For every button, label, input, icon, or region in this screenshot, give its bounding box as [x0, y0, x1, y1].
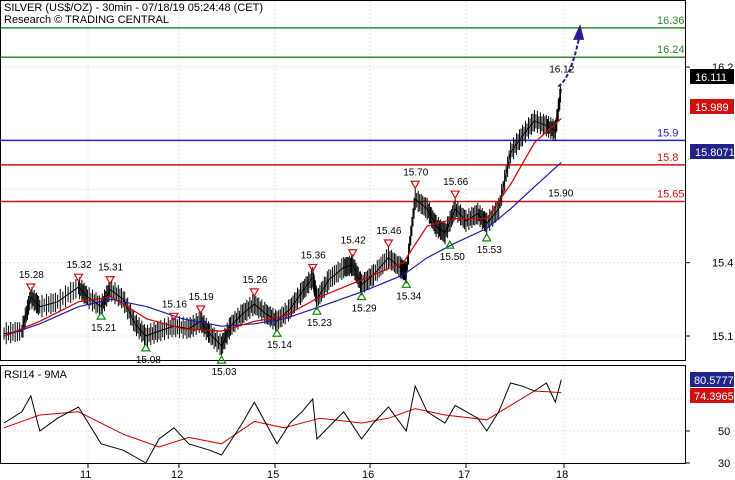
high-label: 15.28 — [19, 270, 44, 281]
y-tick-label: 15.4 — [712, 258, 733, 270]
low-marker — [271, 328, 283, 337]
rsi-badge — [690, 388, 734, 403]
x-tick-label: 18 — [556, 469, 568, 480]
high-marker — [450, 190, 461, 200]
grid — [1, 1, 685, 463]
low-marker — [401, 279, 412, 288]
low-label: 15.90 — [548, 189, 573, 200]
y-tick-label: 15.1 — [712, 331, 733, 343]
high-label: 15.31 — [98, 263, 123, 274]
price-badge-value: 15.8071 — [695, 147, 735, 159]
rsi-badge-value: 74.3965 — [694, 391, 734, 403]
high-marker — [105, 276, 116, 285]
rsi-y-tick-label: 50 — [718, 426, 730, 438]
ma-short-line — [3, 117, 562, 337]
low-label: 15.23 — [307, 318, 332, 329]
high-label: 15.70 — [403, 167, 428, 178]
rsi-y-tick-label: 30 — [718, 458, 730, 470]
high-marker — [73, 273, 84, 283]
x-tick-label: 12 — [171, 469, 183, 480]
high-label: 15.36 — [301, 250, 326, 261]
x-tick-label: 16 — [362, 469, 374, 480]
low-label: 15.50 — [440, 252, 465, 263]
price-badge — [690, 69, 734, 84]
level-label: 16.36 — [657, 15, 685, 27]
high-marker — [347, 249, 358, 258]
axes: 11 12 15 16 17 1815.115.416.216.11115.98915.8… — [80, 62, 735, 480]
level-label: 15.8 — [657, 152, 678, 164]
high-label: 15.26 — [242, 275, 267, 286]
high-marker — [307, 263, 318, 273]
low-marker — [96, 310, 107, 320]
price-badge-value: 15.989 — [695, 102, 729, 114]
low-label: 15.53 — [477, 245, 502, 256]
high-marker — [249, 288, 260, 298]
low-marker — [444, 239, 455, 249]
high-label: 15.42 — [341, 236, 366, 247]
low-marker — [481, 232, 492, 242]
low-marker — [311, 305, 322, 315]
price-badge — [690, 99, 734, 114]
x-tick-label: 11 — [80, 469, 91, 480]
rsi-panel-frame — [0, 365, 686, 464]
price-badge — [690, 144, 734, 159]
level-label: 15.65 — [657, 189, 685, 201]
chart-subtitle: Research © TRADING CENTRAL — [4, 14, 169, 26]
high-marker — [195, 305, 206, 315]
low-label: 15.21 — [91, 323, 116, 334]
low-label: 15.34 — [396, 291, 421, 302]
x-tick-label: 15 — [267, 469, 279, 480]
high-marker — [25, 283, 36, 293]
high-marker — [410, 180, 421, 190]
levels: 16.36 16.24 15.9 15.8 15.65 — [1, 15, 685, 203]
high-label: 15.32 — [67, 260, 92, 271]
rsi-series — [3, 379, 562, 464]
low-label: 15.14 — [267, 340, 292, 351]
low-marker — [216, 354, 227, 364]
low-label: 15.08 — [136, 355, 161, 366]
rsi-ma-line — [3, 390, 562, 448]
level-label: 15.9 — [657, 127, 678, 139]
rsi-badge-value: 80.5777 — [694, 375, 734, 387]
projection-arrow — [557, 37, 581, 88]
high-marker — [383, 239, 394, 249]
low-label: 15.03 — [212, 367, 237, 378]
high-label: 15.16 — [162, 299, 187, 310]
projection-arrowhead — [573, 23, 585, 40]
rsi-badge — [690, 372, 734, 387]
high-label: 15.46 — [376, 226, 401, 237]
x-tick-label: 17 — [458, 469, 470, 480]
high-label: 16.12 — [549, 65, 574, 76]
price-line — [3, 88, 562, 347]
rsi-line — [3, 379, 562, 464]
level-label: 16.24 — [657, 44, 685, 56]
series — [3, 23, 585, 356]
low-marker — [140, 342, 151, 352]
ma-long-line — [3, 161, 562, 337]
rsi-label: RSI14 - 9MA — [4, 369, 68, 381]
high-label: 15.19 — [189, 292, 214, 303]
low-label: 15.29 — [352, 304, 377, 315]
high-label: 15.66 — [443, 177, 468, 188]
chart-title: SILVER (US$/OZ) - 30min - 07/18/19 05:24… — [4, 2, 263, 14]
price-badge-value: 16.111 — [695, 72, 727, 84]
high-marker — [168, 312, 179, 322]
low-marker — [356, 291, 367, 301]
